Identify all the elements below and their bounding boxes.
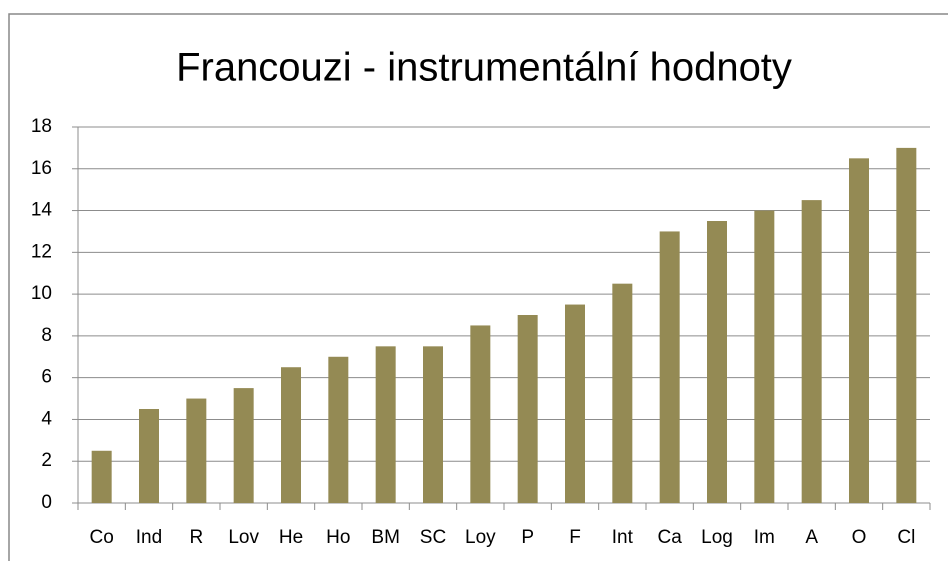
bar (470, 325, 491, 503)
bar (754, 210, 775, 504)
bar (707, 221, 727, 503)
bar (139, 409, 159, 503)
y-tick-label: 4 (41, 408, 52, 429)
y-tick-label: 2 (41, 450, 52, 471)
x-tick-label: BM (371, 527, 400, 548)
x-tick-label: Cl (897, 527, 915, 548)
y-tick-label: 0 (41, 492, 52, 513)
bar (849, 158, 869, 504)
x-tick-label: Ho (326, 527, 350, 548)
bar (801, 200, 822, 503)
y-tick-label: 10 (31, 283, 52, 304)
x-tick-label: Loy (465, 527, 496, 548)
bar (423, 346, 443, 503)
x-tick-label: A (805, 527, 818, 548)
bar (233, 388, 254, 503)
x-tick-label: Log (701, 527, 733, 548)
x-tick-label: Co (90, 527, 114, 548)
x-tick-label: Ca (658, 527, 683, 548)
chart-title: Francouzi - instrumentální hodnoty (176, 46, 792, 90)
bar (896, 147, 917, 503)
y-tick-label: 18 (31, 116, 52, 137)
bar (659, 231, 680, 503)
bar (91, 450, 112, 503)
y-tick-label: 6 (41, 367, 52, 388)
x-tick-label: Ind (136, 527, 162, 548)
bar (375, 346, 396, 503)
y-tick-label: 8 (41, 325, 52, 346)
x-tick-label: Int (612, 527, 634, 548)
y-tick-label: 14 (31, 200, 53, 221)
x-tick-label: O (852, 527, 867, 548)
bar (186, 398, 207, 503)
x-tick-label: SC (420, 527, 446, 548)
x-tick-label: Lov (228, 527, 259, 548)
x-tick-label: P (521, 527, 534, 548)
y-tick-label: 16 (31, 158, 52, 179)
bar (565, 304, 585, 503)
x-tick-label: F (569, 527, 581, 548)
bar (612, 283, 633, 503)
x-tick-label: R (189, 527, 203, 548)
y-tick-label: 12 (31, 241, 52, 262)
x-tick-label: He (279, 527, 303, 548)
bar (281, 367, 301, 503)
bar (517, 315, 538, 503)
bar (328, 356, 349, 503)
x-tick-label: Im (754, 527, 775, 548)
